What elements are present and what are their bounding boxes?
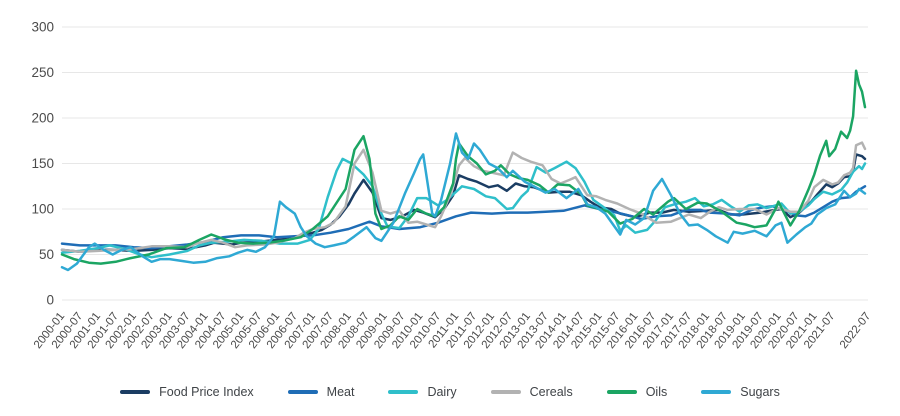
legend: Food Price Index Meat Dairy Cereals Oils Suga… — [0, 372, 900, 412]
legend-label: Food Price Index — [159, 384, 254, 399]
plot-area: 0501001502002503002000-012000-072001-012… — [31, 20, 873, 352]
y-tick-label: 300 — [31, 20, 54, 35]
legend-swatch-icon — [120, 390, 151, 394]
legend-label: Oils — [645, 384, 668, 399]
y-tick-label: 50 — [39, 247, 54, 262]
series-line-oils — [60, 69, 867, 265]
legend-item-oils: Oils — [606, 384, 668, 399]
x-tick-label: 2022-07 — [838, 310, 873, 351]
series-line-food-price-index — [60, 153, 867, 254]
legend-swatch-icon — [606, 390, 637, 394]
legend-label: Dairy — [427, 384, 457, 399]
legend-label: Meat — [326, 384, 355, 399]
series-line-meat — [60, 185, 867, 250]
y-tick-label: 200 — [31, 111, 54, 126]
series-line-cereals — [60, 141, 867, 254]
legend-swatch-icon — [701, 390, 732, 394]
series-line-dairy — [60, 157, 867, 259]
y-tick-label: 100 — [31, 202, 54, 217]
legend-swatch-icon — [287, 390, 318, 394]
legend-item-cereals: Cereals — [490, 384, 573, 399]
legend-swatch-icon — [490, 390, 521, 394]
legend-item-food-price-index: Food Price Index — [120, 386, 254, 399]
legend-label: Cereals — [529, 384, 573, 399]
legend-item-sugars: Sugars — [701, 386, 780, 399]
y-tick-label: 0 — [46, 293, 54, 308]
y-tick-label: 250 — [31, 65, 54, 80]
y-tick-label: 150 — [31, 156, 54, 171]
legend-item-meat: Meat — [287, 384, 355, 399]
legend-swatch-icon — [388, 390, 419, 394]
legend-label: Sugars — [740, 384, 780, 399]
legend-item-dairy: Dairy — [388, 384, 457, 399]
series-line-sugars — [60, 132, 867, 272]
